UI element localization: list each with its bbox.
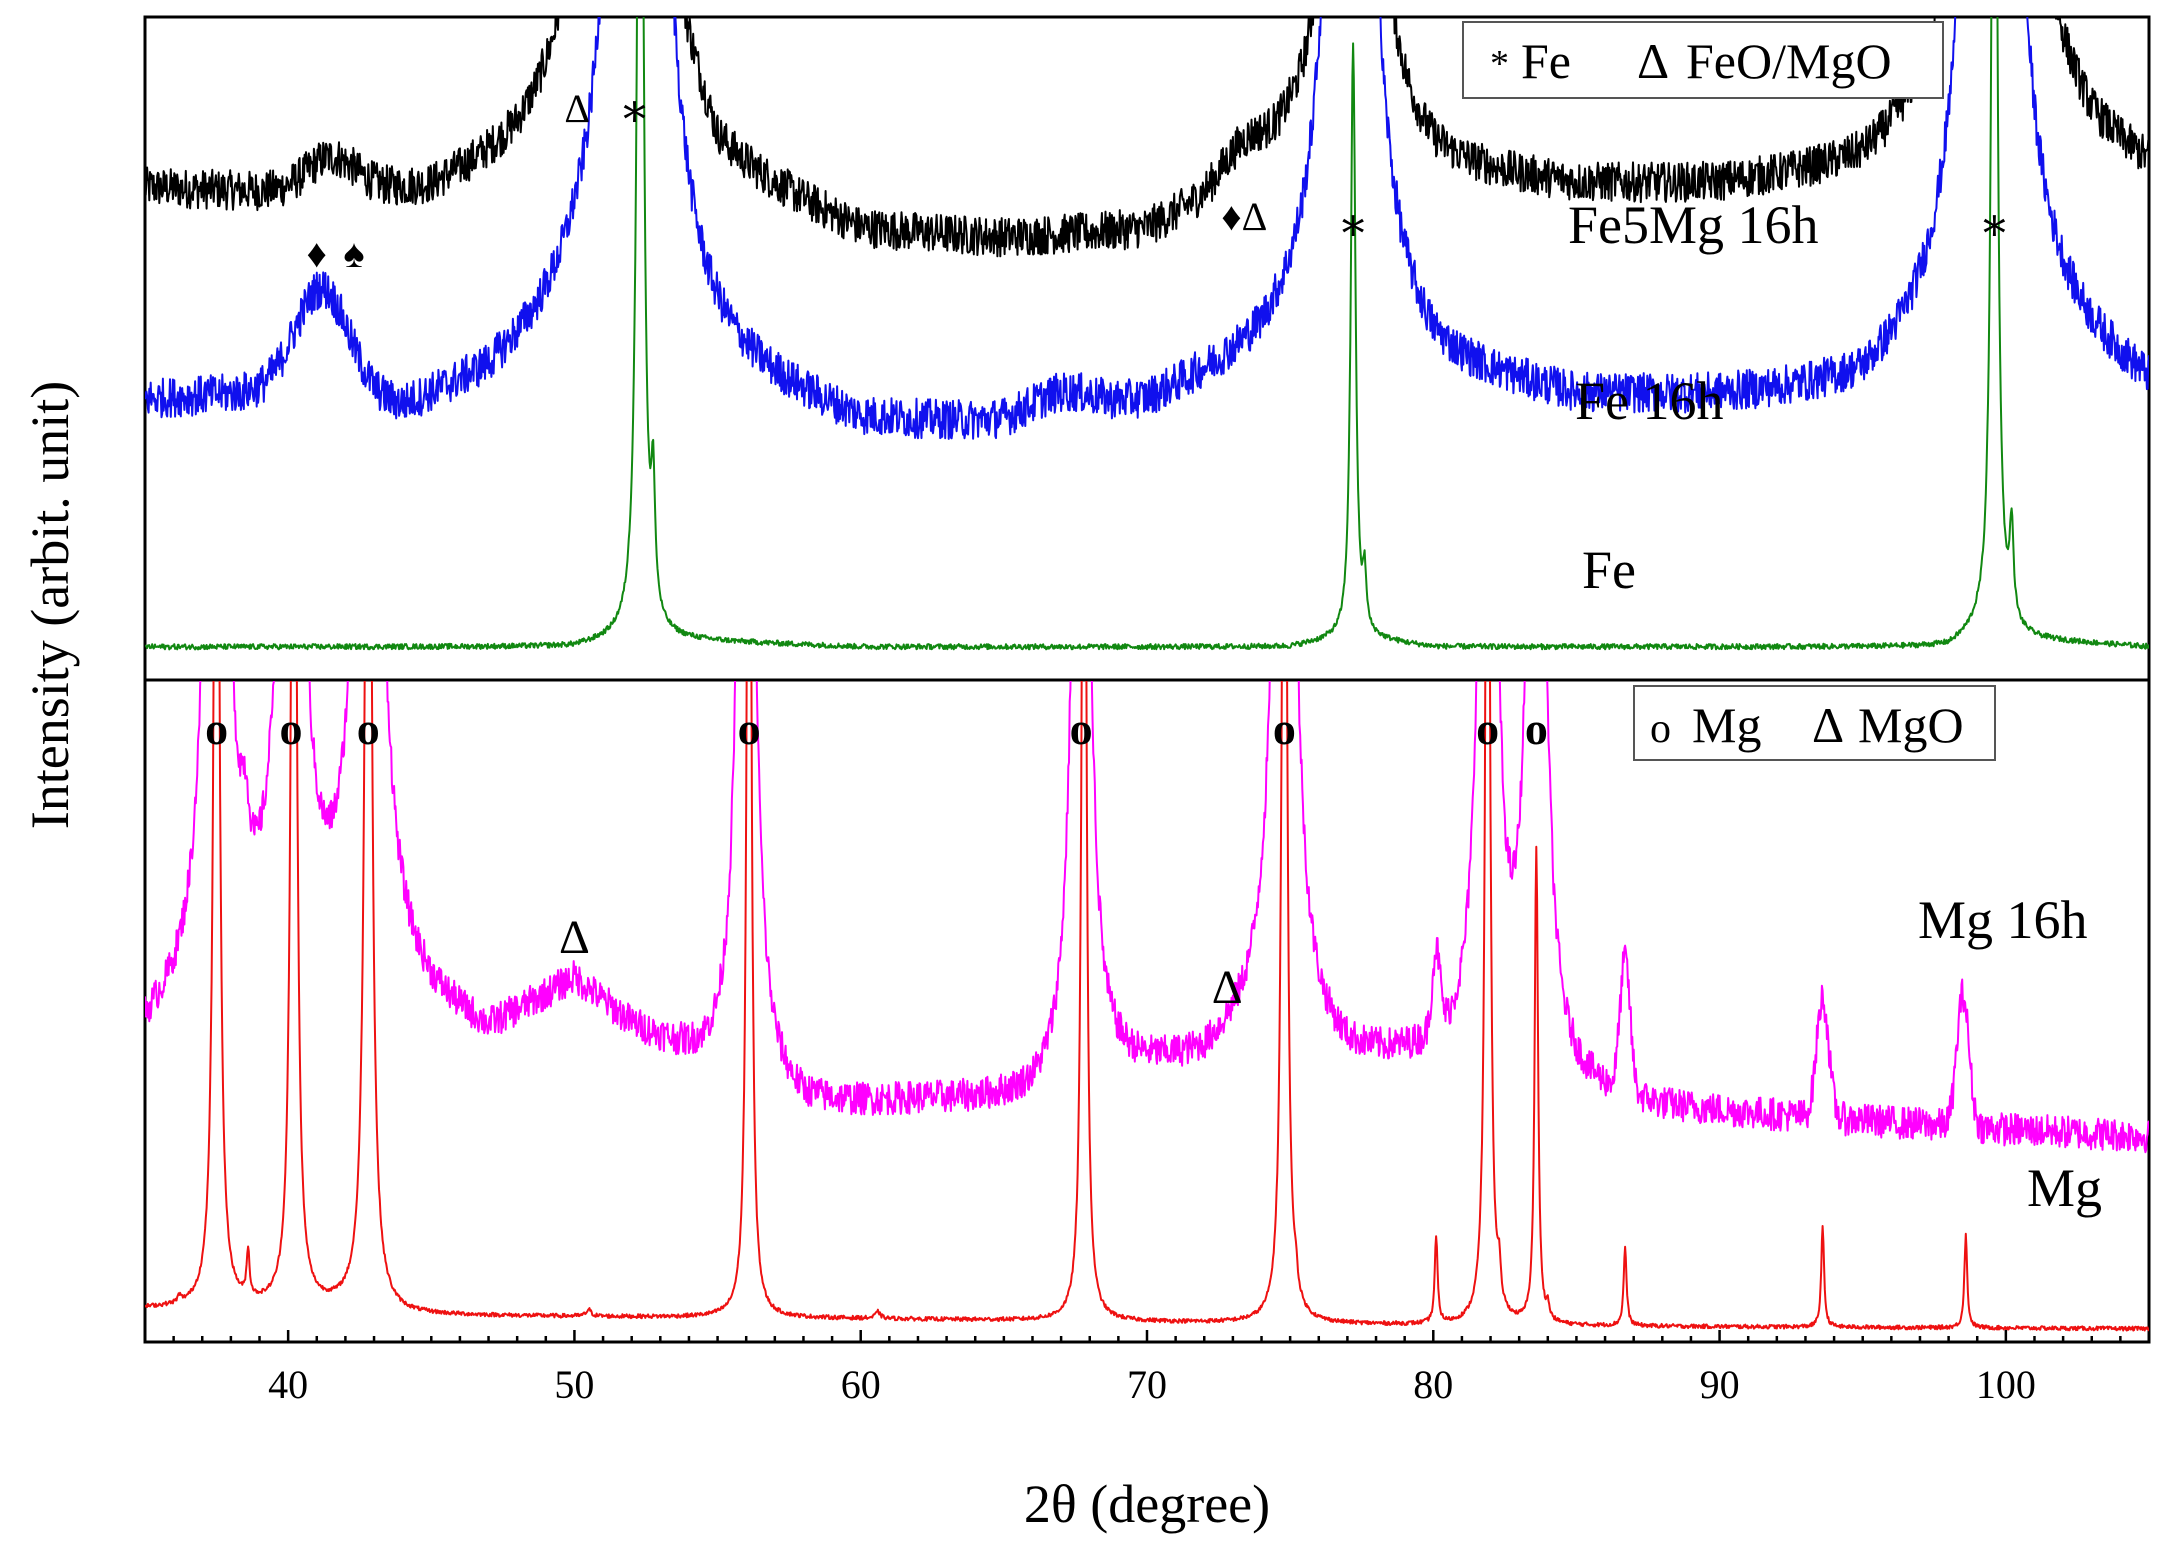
mg-peak-marker: o <box>280 703 303 754</box>
top-legend: * Fe Δ FeO/MgO <box>1462 21 1944 99</box>
mg-peak-marker: o <box>1476 703 1499 754</box>
x-tick-label: 60 <box>841 1362 881 1407</box>
x-axis-label: 2θ (degree) <box>1024 1474 1270 1534</box>
x-tick-label: 100 <box>1976 1362 2036 1407</box>
legend-symbol-delta: Δ <box>1812 697 1844 753</box>
series-label-mg-16h: Mg 16h <box>1918 890 2088 950</box>
series-label-fe-16h: Fe 16h <box>1575 371 1724 431</box>
x-tick-label: 50 <box>554 1362 594 1407</box>
legend-label-feo-mgo: FeO/MgO <box>1686 33 1892 89</box>
annotation-delta-mgo: Δ <box>1212 961 1243 1014</box>
x-tick-label: 70 <box>1127 1362 1167 1407</box>
top-panel-frame <box>143 15 2151 682</box>
series-line-fe5mg-16h <box>145 17 2149 258</box>
legend-label-mgo: MgO <box>1858 697 1964 753</box>
mg-peak-marker: o <box>1070 703 1093 754</box>
annotation-fe-asterisk: ∗ <box>619 85 650 136</box>
annotation-diamond: ♦ <box>307 231 327 276</box>
x-tick-label: 90 <box>1700 1362 1740 1407</box>
series-line-mg <box>145 681 2149 1332</box>
annotation-delta: Δ <box>564 86 590 131</box>
annotation-fe-asterisk: ∗ <box>1337 199 1368 250</box>
x-axis-ticks <box>172 1330 2122 1342</box>
series-label-fe5mg-16h: Fe5Mg 16h <box>1568 195 1819 255</box>
legend-symbol-mg: o <box>1650 706 1671 752</box>
x-tick-label: 40 <box>268 1362 308 1407</box>
annotation-fe-asterisk: ∗ <box>1979 199 2010 250</box>
x-tick-label: 80 <box>1413 1362 1453 1407</box>
bottom-legend: o Mg Δ MgO <box>1633 685 1996 761</box>
mg-peak-marker: o <box>205 703 228 754</box>
bottom-panel-frame <box>143 678 2151 1344</box>
mg-peak-marker: o <box>357 703 380 754</box>
mg-peak-marker: o <box>1525 703 1548 754</box>
legend-symbol-fe: * <box>1490 43 1509 85</box>
series-label-mg: Mg <box>2027 1158 2102 1218</box>
series-line-fe <box>145 17 2149 651</box>
series-line-mg-16h <box>145 681 2149 1154</box>
annotation-diamond-delta: ♦Δ <box>1221 194 1267 239</box>
annotation-delta-mgo: Δ <box>559 911 590 964</box>
legend-label-fe: Fe <box>1521 33 1571 89</box>
x-axis-tick-labels: 40 50 60 70 80 90 100 <box>268 1362 2036 1407</box>
legend-symbol-delta: Δ <box>1637 33 1669 89</box>
mg-peak-marker: o <box>1273 703 1296 754</box>
legend-label-mg: Mg <box>1692 697 1761 753</box>
mg-peak-marker: o <box>738 703 761 754</box>
y-axis-label: Intensity (arbit. unit) <box>20 381 80 829</box>
annotation-spade: ♠ <box>343 231 364 276</box>
series-label-fe: Fe <box>1582 540 1636 600</box>
series-line-fe-16h <box>145 17 2149 440</box>
